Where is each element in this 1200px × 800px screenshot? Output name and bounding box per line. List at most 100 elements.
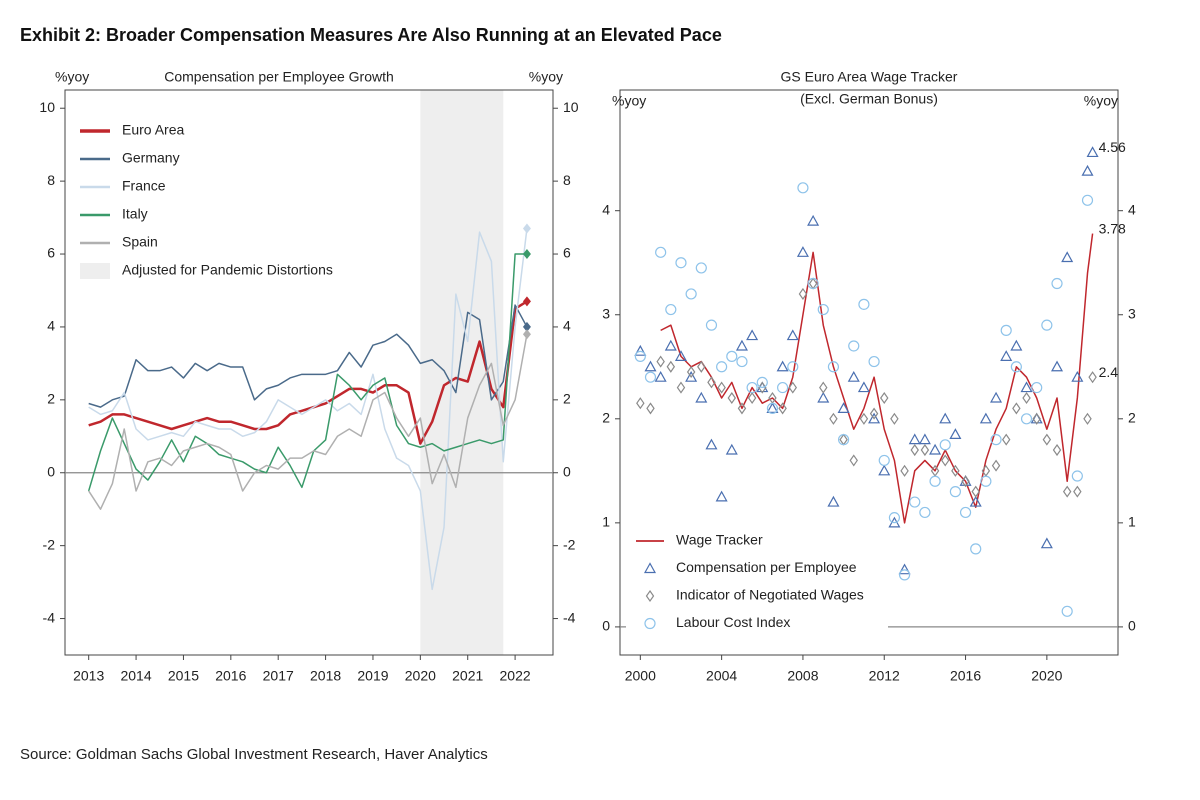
circle-marker (898, 569, 911, 581)
circle-marker (756, 376, 768, 388)
legend-label: Adjusted for Pandemic Distortions (122, 262, 333, 278)
triangle-marker (786, 329, 799, 341)
end-marker (522, 223, 531, 234)
legend-swatch (80, 263, 110, 279)
x-tick-label: 2004 (706, 668, 737, 684)
y2-tick-label: -2 (563, 536, 576, 552)
circle-marker (837, 434, 850, 446)
circle-marker (909, 496, 921, 508)
triangle-marker (634, 344, 647, 356)
triangle-marker (990, 391, 1003, 403)
diamond-marker (1012, 402, 1021, 415)
triangle-marker (766, 402, 779, 413)
diamond-marker (819, 381, 828, 394)
circle-marker (1020, 413, 1033, 425)
diamond-marker (686, 365, 696, 379)
diamond-marker (717, 381, 726, 394)
circle-marker (1051, 277, 1063, 290)
diamond-marker (1073, 485, 1082, 498)
triangle-marker (1086, 146, 1099, 158)
triangle-marker (695, 391, 708, 403)
triangle-marker (857, 381, 870, 393)
triangle-marker (654, 370, 667, 382)
legend-label: Germany (122, 150, 180, 166)
y2-tick-label: 10 (563, 99, 579, 115)
diamond-marker (727, 391, 737, 405)
triangle-marker (1081, 164, 1094, 176)
circle-marker (858, 298, 870, 310)
y-tick-label: -2 (43, 536, 56, 552)
circle-marker (990, 434, 1002, 446)
diamond-marker (839, 433, 848, 446)
diamond-marker (676, 381, 686, 394)
triangle-marker (898, 563, 911, 575)
y-tick-label: 3 (602, 305, 610, 321)
triangle-marker (1051, 360, 1064, 372)
x-tick-label: 2013 (73, 668, 104, 684)
circle-marker (797, 182, 809, 194)
circle-marker (980, 475, 992, 487)
end-marker (522, 249, 531, 260)
end-marker (522, 329, 531, 340)
triangle-marker (929, 443, 942, 455)
legend-label: Euro Area (122, 122, 184, 138)
circle-marker (929, 475, 941, 487)
circle-marker (787, 361, 799, 373)
diamond-marker (910, 443, 919, 457)
chart-title: Compensation per Employee Growth (164, 69, 394, 85)
x-tick-label: 2021 (452, 668, 483, 684)
diamond-marker (666, 360, 676, 373)
x-tick-label: 2018 (310, 668, 341, 684)
triangle-marker (644, 360, 657, 372)
diamond-marker (778, 402, 787, 415)
diamond-marker (798, 287, 808, 300)
legend-label: Spain (122, 234, 158, 250)
circle-marker (807, 277, 819, 290)
triangle-marker (918, 433, 931, 445)
diamond-marker (1022, 391, 1031, 405)
circle-marker (919, 506, 931, 519)
triangle-marker (1020, 381, 1033, 393)
diamond-marker (940, 454, 950, 467)
x-tick-label: 2017 (263, 668, 294, 684)
y2-tick-label: -4 (563, 609, 576, 625)
circle-marker (1071, 470, 1083, 482)
triangle-marker (796, 246, 809, 257)
y2-tick-label: 8 (563, 172, 571, 188)
x-tick-label: 2022 (500, 668, 531, 684)
triangle-marker (949, 428, 962, 440)
y-tick-label: 2 (602, 410, 610, 426)
y2-axis-label: %yoy (529, 69, 563, 85)
diamond-marker (1001, 433, 1011, 446)
diamond-marker (758, 381, 767, 394)
triangle-marker (979, 412, 992, 424)
y2-tick-label: 6 (563, 245, 571, 261)
y-tick-label: -4 (43, 609, 56, 625)
y-axis-label: %yoy (612, 93, 646, 109)
diamond-marker (645, 589, 655, 603)
circle-marker (655, 246, 667, 258)
y-tick-label: 0 (602, 618, 610, 634)
diamond-marker (829, 412, 838, 425)
diamond-marker (859, 412, 869, 425)
diamond-marker (788, 381, 798, 394)
y2-tick-label: 3 (1128, 305, 1136, 321)
triangle-marker (1071, 370, 1084, 382)
triangle-marker (807, 214, 820, 226)
legend-label: Labour Cost Index (676, 614, 790, 630)
x-tick-label: 2008 (787, 668, 818, 684)
diamond-marker (920, 443, 930, 457)
triangle-marker (735, 339, 748, 351)
diamond-marker (890, 412, 899, 425)
source: Source: Goldman Sachs Global Investment … (20, 746, 488, 763)
y-tick-label: 10 (39, 99, 55, 115)
circle-marker (959, 506, 972, 519)
triangle-marker (1010, 339, 1023, 351)
y-tick-label: 6 (47, 245, 55, 261)
diamond-marker (747, 391, 757, 405)
circle-marker (827, 361, 840, 373)
diamond-marker (656, 355, 665, 368)
circle-marker (939, 439, 951, 451)
triangle-marker (1040, 537, 1053, 549)
